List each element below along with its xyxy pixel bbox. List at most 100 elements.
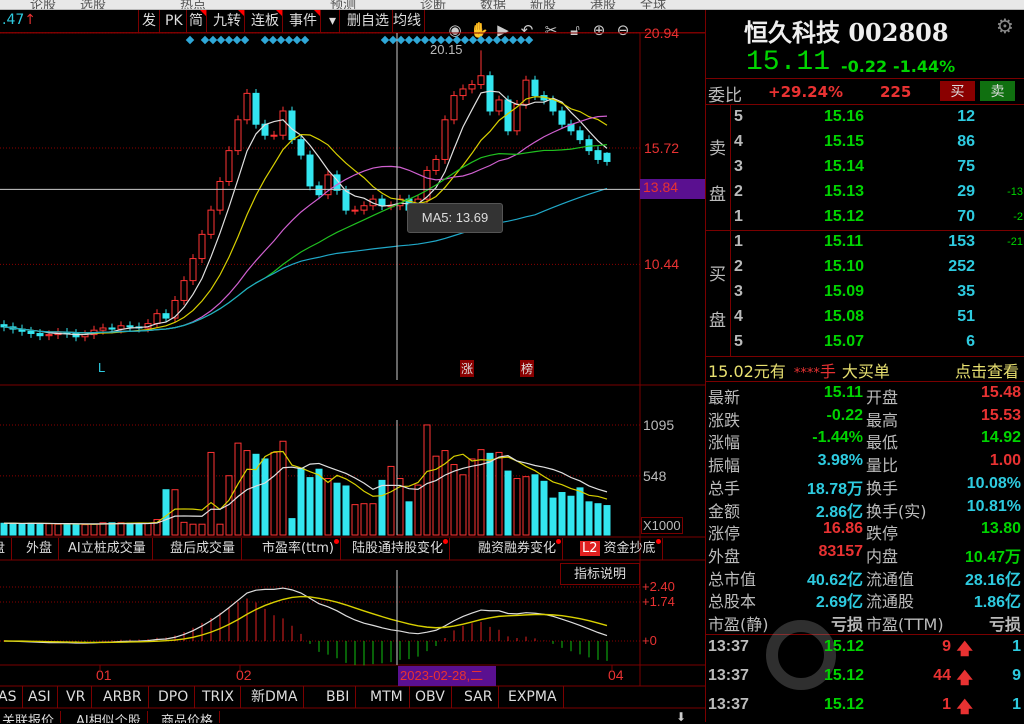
event-diamond-icon[interactable] bbox=[444, 35, 454, 45]
event-diamond-icon[interactable] bbox=[260, 35, 270, 45]
indicator-tab[interactable]: 外盘 bbox=[20, 538, 60, 560]
menu-item[interactable]: 热点 bbox=[180, 0, 207, 10]
sell-button[interactable]: 卖 bbox=[980, 81, 1015, 101]
view-big-order-link[interactable]: 点击查看 bbox=[954, 362, 1019, 381]
menu-item[interactable]: 论股 bbox=[30, 0, 57, 10]
asks-row[interactable]: 1 15.12 70 -2 bbox=[706, 207, 1024, 229]
event-diamond-icon[interactable] bbox=[508, 35, 518, 45]
asks-row[interactable]: 3 15.14 75 bbox=[706, 157, 1024, 179]
bids-row[interactable]: 2 15.10 252 bbox=[706, 257, 1024, 279]
indicator-tab[interactable]: 市盈率(ttm) bbox=[256, 538, 342, 560]
indicator-tab[interactable]: AI立桩成交量 bbox=[62, 538, 153, 560]
zhang-marker[interactable]: 涨 bbox=[460, 360, 475, 377]
indicator-button[interactable]: TRIX bbox=[196, 686, 241, 708]
hand-icon[interactable]: ✋ bbox=[470, 21, 489, 39]
menu-item[interactable]: 新股 bbox=[530, 0, 557, 10]
indicator-help-button[interactable]: 指标说明 bbox=[560, 563, 640, 585]
event-diamond-icon[interactable] bbox=[268, 35, 278, 45]
event-diamond-icon[interactable] bbox=[476, 35, 486, 45]
indicator-button[interactable]: 新DMA bbox=[245, 686, 305, 708]
bottom-tab[interactable]: AI相似个股 bbox=[70, 711, 148, 723]
menu-item[interactable]: 港股 bbox=[590, 0, 617, 10]
chart-canvas[interactable] bbox=[0, 0, 705, 722]
event-diamond-icon[interactable] bbox=[436, 35, 446, 45]
big-order-banner[interactable]: 15.02元有 ****手 大买单 点击查看 bbox=[708, 358, 1023, 381]
menu-item[interactable]: 选股 bbox=[80, 0, 107, 10]
event-diamond-icon[interactable] bbox=[420, 35, 430, 45]
zoom-out-icon[interactable]: ⊖ bbox=[616, 21, 630, 39]
indicator-button[interactable]: AS bbox=[0, 686, 24, 708]
event-diamond-icon[interactable] bbox=[232, 35, 242, 45]
event-diamond-icon[interactable] bbox=[412, 35, 422, 45]
menu-item[interactable]: 预测 bbox=[330, 0, 357, 10]
bids-row[interactable]: 5 15.07 6 bbox=[706, 332, 1024, 354]
bottom-tab[interactable]: 关联报价 bbox=[0, 711, 62, 723]
event-diamond-icon[interactable] bbox=[468, 35, 478, 45]
event-diamond-icon[interactable] bbox=[524, 35, 534, 45]
zoom-in-icon[interactable]: ⊕ bbox=[592, 21, 606, 39]
event-diamond-icon[interactable] bbox=[292, 35, 302, 45]
bids-row[interactable]: 3 15.09 35 bbox=[706, 282, 1024, 304]
toolbar-button[interactable]: 九转 bbox=[210, 10, 245, 32]
toolbar-button[interactable]: 发 bbox=[138, 10, 160, 32]
event-diamond-icon[interactable] bbox=[428, 35, 438, 45]
indicator-button[interactable]: OBV bbox=[409, 686, 452, 708]
menu-item[interactable]: 诊断 bbox=[420, 0, 447, 10]
menu-item[interactable]: 全球 bbox=[640, 0, 667, 10]
indicator-button[interactable]: VR bbox=[60, 686, 93, 708]
event-diamond-icon[interactable] bbox=[208, 35, 218, 45]
toolbar-button[interactable]: ▾ bbox=[326, 10, 341, 32]
event-diamond-icon[interactable] bbox=[492, 35, 502, 45]
undo-icon[interactable]: ↶ bbox=[520, 21, 534, 39]
event-diamond-icon[interactable] bbox=[516, 35, 526, 45]
indicator-button[interactable]: DPO bbox=[152, 686, 196, 708]
indicator-button[interactable]: EXPMA bbox=[502, 686, 564, 708]
bang-marker[interactable]: 榜 bbox=[520, 360, 535, 377]
indicator-button[interactable]: SAR bbox=[458, 686, 500, 708]
event-diamond-icon[interactable] bbox=[185, 35, 195, 45]
asks-row[interactable]: 2 15.13 29 -13 bbox=[706, 182, 1024, 204]
event-diamond-icon[interactable] bbox=[452, 35, 462, 45]
event-diamond-icon[interactable] bbox=[224, 35, 234, 45]
indicator-tab[interactable]: 融资融券变化 bbox=[472, 538, 564, 560]
indicator-button[interactable]: ASI bbox=[22, 686, 58, 708]
bids-row[interactable]: 1 15.11 153 -21 bbox=[706, 232, 1024, 254]
toolbar-button[interactable]: 简 bbox=[186, 10, 207, 32]
indicator-button[interactable]: MTM bbox=[364, 686, 410, 708]
event-diamond-icon[interactable] bbox=[240, 35, 250, 45]
event-diamond-icon[interactable] bbox=[300, 35, 310, 45]
event-diamond-icon[interactable] bbox=[404, 35, 414, 45]
bottom-tab[interactable]: 商品价格 bbox=[155, 711, 221, 723]
event-diamond-icon[interactable] bbox=[276, 35, 286, 45]
toolbar-button[interactable]: 均线 bbox=[390, 10, 425, 32]
gear-icon[interactable]: ⚙ bbox=[996, 14, 1014, 38]
event-diamond-icon[interactable] bbox=[396, 35, 406, 45]
play-icon[interactable]: ▶ bbox=[497, 21, 509, 39]
indicator-tab[interactable]: L2 资金抄底 bbox=[574, 538, 663, 560]
event-diamond-icon[interactable] bbox=[500, 35, 510, 45]
toolbar-button[interactable]: 删自选 bbox=[344, 10, 393, 32]
event-diamond-icon[interactable] bbox=[216, 35, 226, 45]
event-diamond-icon[interactable] bbox=[484, 35, 494, 45]
asks-row[interactable]: 4 15.15 86 bbox=[706, 132, 1024, 154]
buy-button[interactable]: 买 bbox=[940, 81, 975, 101]
scissors-icon[interactable]: ✂ bbox=[544, 21, 558, 39]
event-diamond-icon[interactable] bbox=[460, 35, 470, 45]
indicator-tab[interactable]: 陆股通持股变化 bbox=[346, 538, 451, 560]
bids-row[interactable]: 4 15.08 51 bbox=[706, 307, 1024, 329]
indicator-tab[interactable]: 盘 bbox=[0, 538, 13, 560]
indicator-tab[interactable]: 盘后成交量 bbox=[164, 538, 243, 560]
toolbar-button[interactable]: PK bbox=[162, 10, 187, 32]
scroll-down-icon[interactable]: ⬇ bbox=[676, 710, 687, 724]
lock-icon[interactable]: 🔓︎ bbox=[570, 21, 580, 39]
event-diamond-icon[interactable] bbox=[388, 35, 398, 45]
event-diamond-icon[interactable] bbox=[200, 35, 210, 45]
toolbar-button[interactable]: 事件 bbox=[286, 10, 321, 32]
asks-row[interactable]: 5 15.16 12 bbox=[706, 107, 1024, 129]
eye-icon[interactable]: ◉ bbox=[448, 21, 462, 39]
menu-item[interactable]: 数据 bbox=[480, 0, 507, 10]
event-diamond-icon[interactable] bbox=[380, 35, 390, 45]
event-diamond-icon[interactable] bbox=[284, 35, 294, 45]
toolbar-button[interactable]: 连板 bbox=[248, 10, 283, 32]
indicator-button[interactable]: ARBR bbox=[97, 686, 149, 708]
